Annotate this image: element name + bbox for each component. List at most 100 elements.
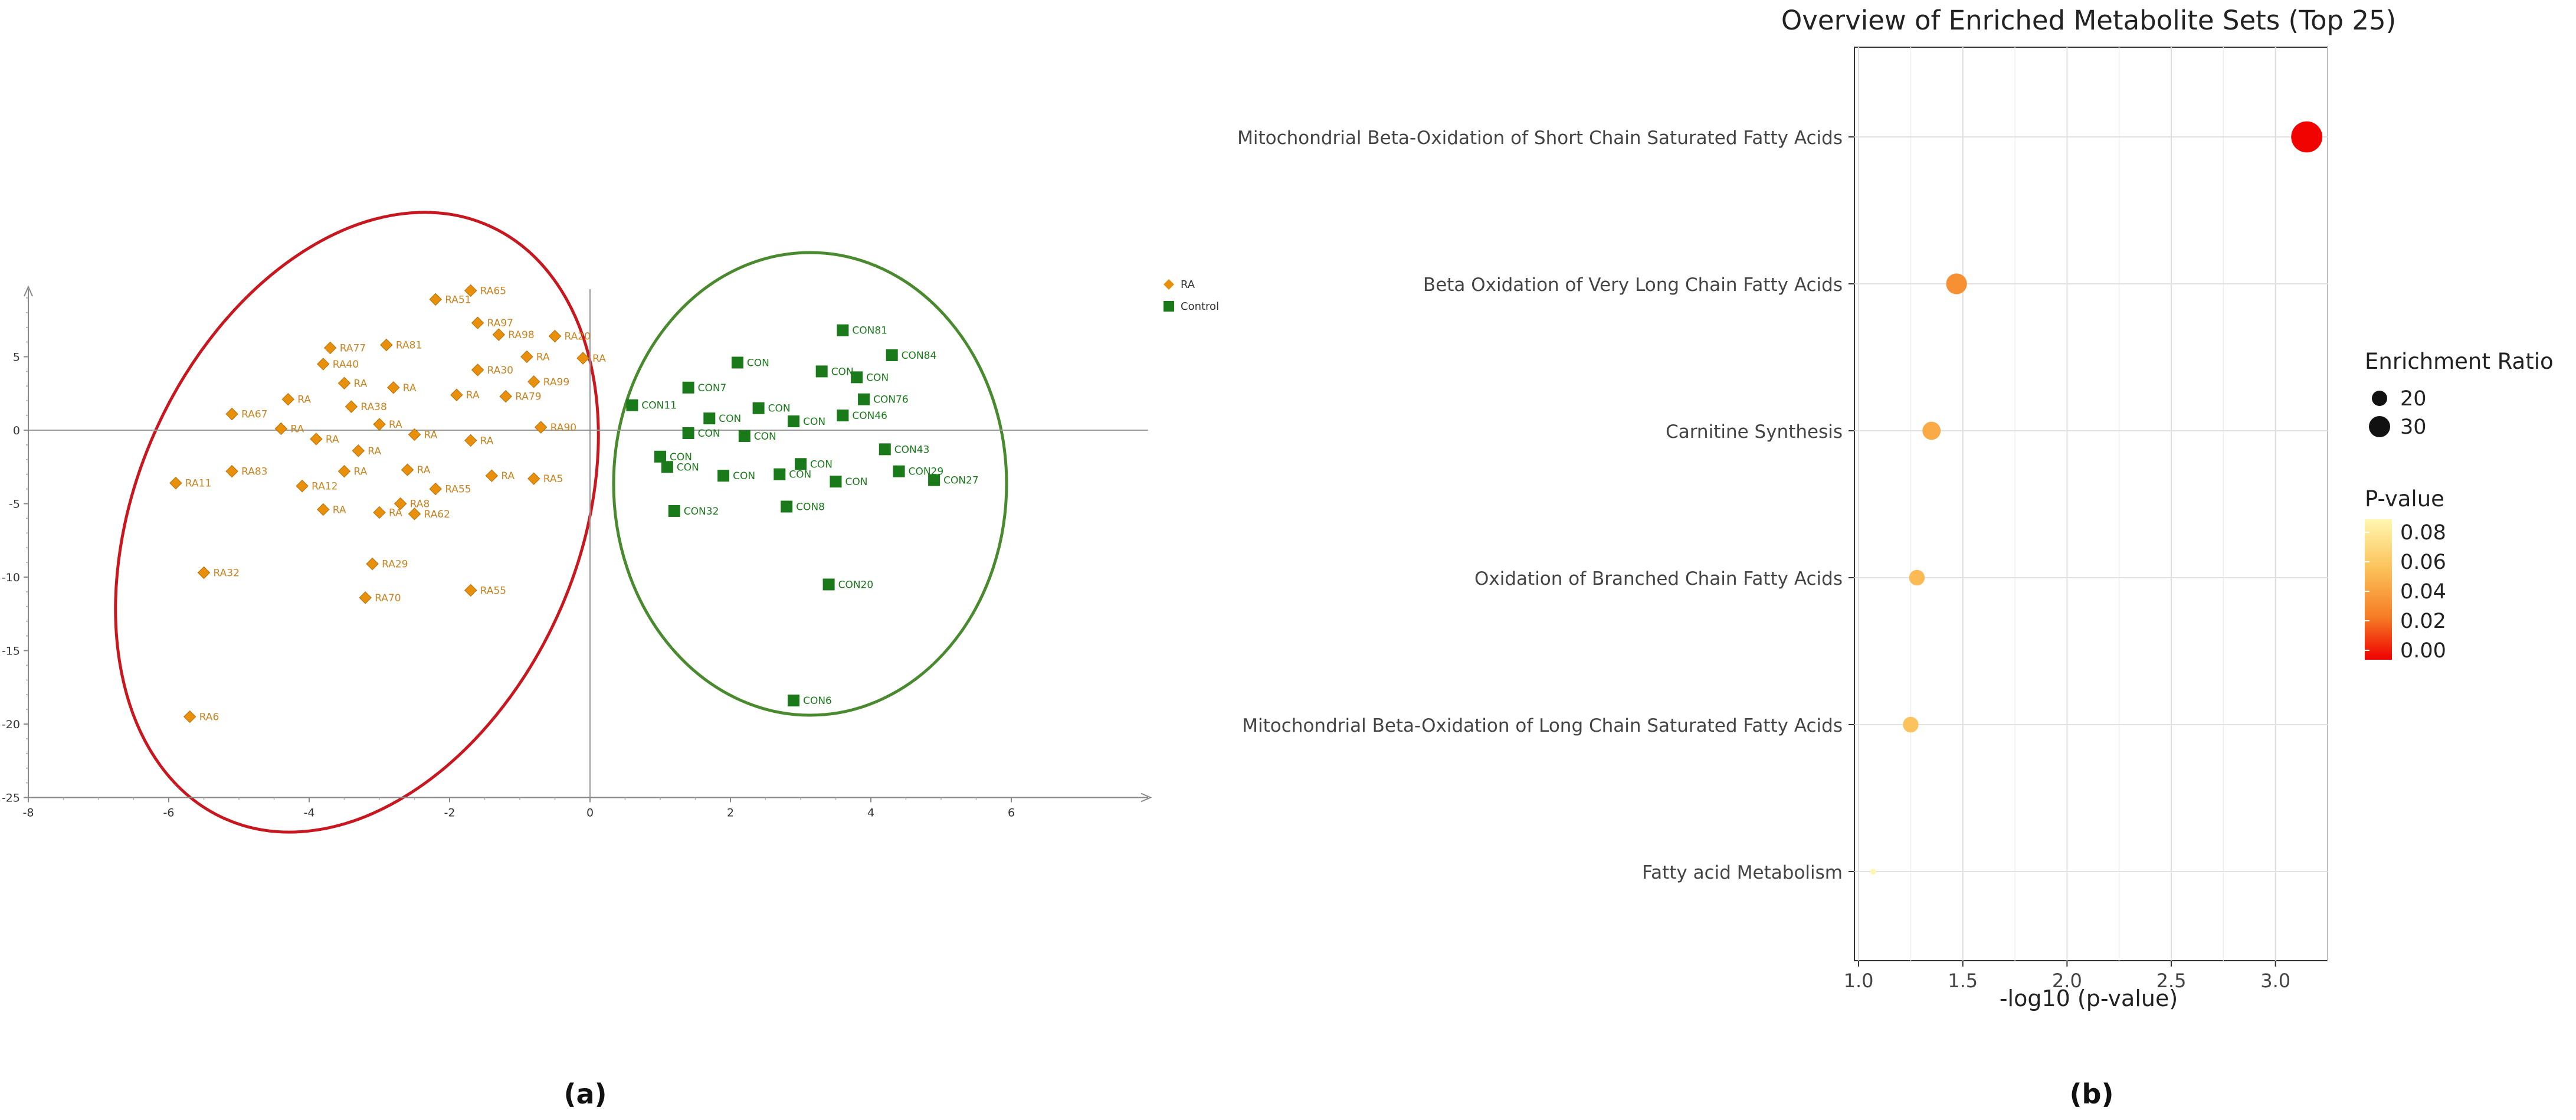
x-tick-label: 1.5 xyxy=(1948,970,1978,992)
control-sample-label: CON6 xyxy=(803,695,832,707)
ra-sample-label: RA xyxy=(354,378,368,389)
ra-sample-label: RA xyxy=(389,507,402,519)
control-sample-label: CON32 xyxy=(684,506,719,518)
ra-sample-point xyxy=(183,710,196,723)
ra-sample-point xyxy=(225,407,238,421)
control-sample-label: CON xyxy=(733,470,755,482)
control-sample-point xyxy=(788,695,800,707)
colorbar-tick-label: 0.04 xyxy=(2400,580,2446,604)
control-sample-label: CON xyxy=(831,366,854,378)
control-sample-point xyxy=(668,505,680,517)
y-tick-label: -5 xyxy=(9,498,20,511)
ra-sample-label: RA83 xyxy=(241,466,267,478)
ra-sample-label: RA xyxy=(403,382,417,394)
enrichment-dot xyxy=(1870,869,1876,875)
x-tick-label: 2 xyxy=(727,807,734,820)
pca-score-plot: -8 -6 -4 -2 0 2 4 650-5-10-15-20-25 RA65RA51RA9… xyxy=(2,211,1219,834)
metabolite-set-label: Fatty acid Metabolism xyxy=(1642,862,1843,883)
ra-sample-point xyxy=(337,465,351,478)
enrichment-x-axis-title: -log10 (p-value) xyxy=(2000,985,2178,1011)
control-sample-label: CON7 xyxy=(698,382,727,394)
x-tick-label: 3.0 xyxy=(2260,970,2290,992)
ra-sample-point xyxy=(225,465,238,478)
enrichment-plot-area xyxy=(1854,47,2328,961)
control-sample-point xyxy=(654,450,666,463)
panel-label-b: (b) xyxy=(2070,1078,2114,1110)
ra-sample-point xyxy=(197,566,211,579)
control-sample-point xyxy=(703,412,716,425)
ra-sample-label: RA38 xyxy=(360,401,386,413)
ra-sample-point xyxy=(520,350,533,363)
ra-sample-label: RA xyxy=(354,466,368,478)
size-legend-label-20: 20 xyxy=(2400,387,2427,411)
ra-sample-point xyxy=(471,316,484,329)
control-sample-label: CON20 xyxy=(838,579,874,591)
control-sample-point xyxy=(781,500,793,513)
control-sample-point xyxy=(822,578,835,591)
ra-sample-label: RA20 xyxy=(565,331,591,343)
x-tick-label: -4 xyxy=(304,807,315,820)
ra-sample-point xyxy=(408,507,421,520)
ra-sample-point xyxy=(317,503,330,516)
ra-sample-label: RA xyxy=(592,353,606,365)
control-sample-label: CON xyxy=(719,413,741,425)
control-sample-point xyxy=(752,402,765,414)
control-sample-point xyxy=(815,365,828,378)
control-sample-point xyxy=(830,476,842,488)
ra-sample-label: RA xyxy=(326,434,339,446)
control-sample-label: CON46 xyxy=(852,410,887,422)
ra-sample-label: RA79 xyxy=(515,391,541,403)
control-sample-point xyxy=(837,410,849,422)
control-sample-label: CON xyxy=(698,428,720,440)
control-sample-label: CON81 xyxy=(852,325,887,337)
ra-sample-point xyxy=(373,506,386,519)
size-legend-dot-30 xyxy=(2369,416,2390,437)
legend-ra-label: RA xyxy=(1181,279,1195,291)
ra-sample-point xyxy=(401,463,414,476)
colorbar-tick-label: 0.02 xyxy=(2400,610,2446,633)
enrichment-dot xyxy=(2291,121,2323,153)
ra-group-ellipse xyxy=(114,211,600,834)
ra-sample-point xyxy=(450,388,463,401)
metabolite-set-label: Oxidation of Branched Chain Fatty Acids xyxy=(1474,568,1843,590)
control-sample-label: CON xyxy=(768,403,791,415)
ra-sample-point xyxy=(471,363,484,376)
ra-sample-point xyxy=(429,293,442,306)
control-sample-point xyxy=(886,349,898,362)
y-tick-label: 5 xyxy=(13,351,20,364)
ra-sample-point xyxy=(337,376,351,390)
ra-sample-point xyxy=(317,358,330,371)
ra-sample-label: RA77 xyxy=(340,343,366,355)
enrichment-legend: Enrichment Ratio 20 30 P-value 0.08 0.06 0… xyxy=(2365,349,2554,663)
control-sample-point xyxy=(851,371,863,384)
metabolite-set-label: Carnitine Synthesis xyxy=(1666,421,1843,443)
ra-sample-point xyxy=(394,497,407,510)
ra-sample-label: RA11 xyxy=(185,478,211,490)
control-sample-label: CON xyxy=(803,416,825,428)
ra-sample-label: RA55 xyxy=(445,484,471,496)
control-sample-point xyxy=(731,356,743,369)
control-sample-point xyxy=(879,443,891,456)
metabolite-set-label: Mitochondrial Beta-Oxidation of Short Ch… xyxy=(1237,127,1843,149)
ra-sample-point xyxy=(345,400,358,413)
ra-sample-label: RA xyxy=(389,419,402,431)
ra-sample-label: RA90 xyxy=(550,422,576,434)
ra-sample-point xyxy=(464,434,477,447)
legend-control-label: Control xyxy=(1181,300,1219,313)
colorbar-tick-label: 0.00 xyxy=(2400,639,2446,663)
x-tick-label: 6 xyxy=(1008,807,1015,820)
ra-sample-label: RA xyxy=(424,429,438,441)
control-sample-label: CON84 xyxy=(902,350,937,362)
y-tick-label: -25 xyxy=(2,792,20,805)
control-sample-label: CON xyxy=(747,357,769,369)
legend-control-marker xyxy=(1164,301,1174,312)
x-axis-arrow xyxy=(1140,792,1152,803)
x-tick-label: 2.0 xyxy=(2052,970,2082,992)
ra-sample-label: RA xyxy=(501,470,514,482)
ra-sample-point xyxy=(296,479,309,493)
ra-sample-point xyxy=(429,482,442,496)
size-legend-dot-20 xyxy=(2372,391,2387,406)
metabolite-set-label: Beta Oxidation of Very Long Chain Fatty … xyxy=(1423,274,1843,296)
control-sample-point xyxy=(738,430,750,442)
